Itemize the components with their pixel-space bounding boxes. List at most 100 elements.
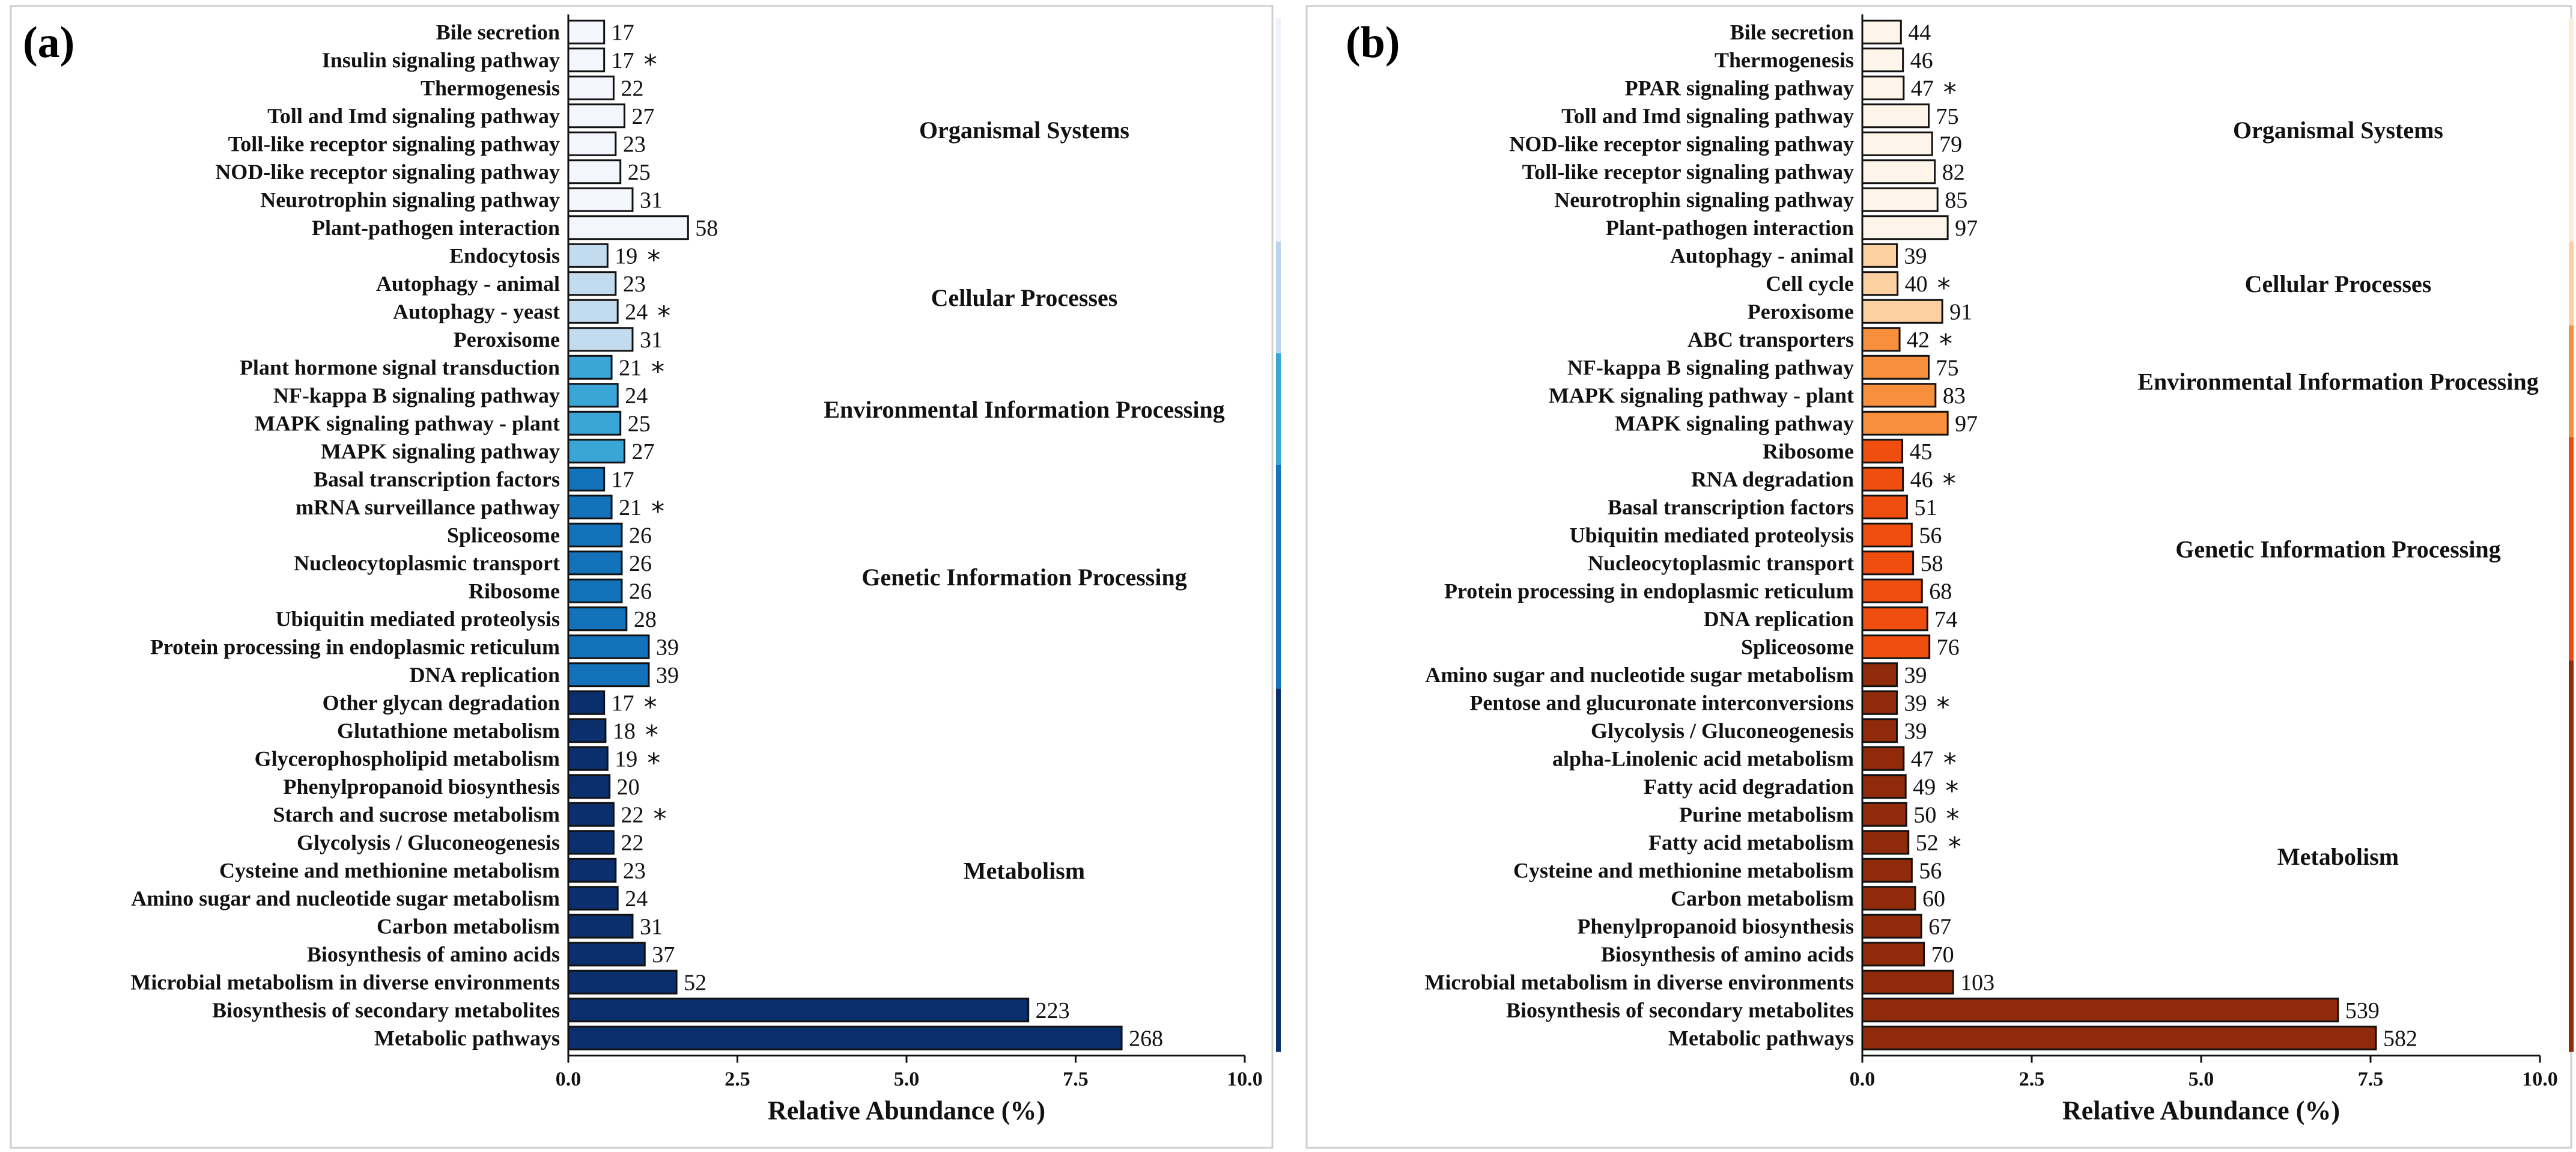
panel-b-bar	[1861, 578, 1923, 603]
panel-a-value-label: 22	[621, 802, 643, 827]
panel-b-category-label: NOD-like receptor signaling pathway	[1509, 132, 1854, 156]
panel-a-value-label: 20	[617, 775, 640, 800]
panel-b-category-label: Cell cycle	[1766, 272, 1854, 296]
panel-a-category-label: Glycerophospholipid metabolism	[255, 746, 560, 770]
panel-a-bar	[567, 327, 634, 352]
panel-b-bar	[1861, 913, 1922, 939]
panel-a-bar	[567, 606, 628, 632]
panel-b-value-label: 42	[1907, 328, 1930, 353]
panel-a-value-label: 25	[628, 160, 651, 185]
panel-b-bar	[1861, 383, 1937, 408]
panel-a-category-label: Toll and Imd signaling pathway	[267, 104, 560, 128]
panel-b-bar	[1861, 159, 1936, 184]
panel-b-bar	[1861, 522, 1913, 547]
panel-a-significance-star: *	[651, 356, 664, 387]
panel-b-category-label: Pentose and glucuronate interconversions	[1469, 690, 1854, 715]
panel-a-value-label: 31	[640, 328, 663, 353]
panel-b-x-axis-title: Relative Abundance (%)	[2062, 1096, 2340, 1126]
panel-b-group-label: Organismal Systems	[2233, 117, 2443, 144]
panel-b-x-tick-label: 10.0	[2522, 1068, 2558, 1091]
panel-b-value-label: 74	[1934, 607, 1957, 632]
panel-a-category-label: Insulin signaling pathway	[322, 48, 560, 72]
panel-a-value-label: 17	[612, 467, 634, 492]
panel-b-value-label: 50	[1913, 802, 1936, 827]
panel-b-category-label: Spliceosome	[1741, 635, 1854, 659]
panel-b-bar	[1861, 830, 1910, 855]
panel-a-category-label: Ribosome	[469, 579, 560, 603]
panel-a-bar	[567, 886, 619, 911]
panel-a-value-label: 26	[629, 579, 652, 604]
panel-b-letter: (b)	[1346, 18, 1400, 67]
panel-a-category-label: Phenylpropanoid biosynthesis	[284, 775, 560, 799]
panel-b-category-label: Glycolysis / Gluconeogenesis	[1591, 719, 1854, 743]
panel-b-bar	[1861, 466, 1904, 492]
panel-a-category-label: Cysteine and methionine metabolism	[219, 858, 560, 882]
panel-b-value-label: 39	[1904, 719, 1927, 744]
panel-a-category-label: Basal transcription factors	[314, 467, 560, 491]
panel-a-bar	[567, 774, 611, 799]
panel-a-bar	[567, 662, 650, 687]
panel-a-value-label: 17	[612, 20, 634, 45]
panel-a-value-label: 58	[695, 216, 718, 241]
panel-b-value-label: 39	[1904, 243, 1927, 269]
panel-a-group-band	[1276, 242, 1281, 353]
panel-b-significance-star: *	[1937, 273, 1951, 303]
panel-b-category-label: Neurotrophin signaling pathway	[1554, 187, 1854, 212]
panel-b-value-label: 51	[1914, 495, 1937, 520]
panel-b-bar	[1861, 746, 1905, 771]
panel-b-x-tick-label: 5.0	[2189, 1068, 2214, 1091]
panel-b-value-label: 56	[1919, 523, 1942, 548]
panel-b-value-label: 39	[1904, 663, 1927, 688]
panel-a-category-label: Endocytosis	[449, 243, 560, 267]
panel-a-category-label: Microbial metabolism in diverse environm…	[130, 970, 560, 994]
panel-b-value-label: 40	[1905, 272, 1928, 297]
panel-a-bar	[567, 913, 634, 939]
panel-a-category-label: Glutathione metabolism	[337, 719, 560, 743]
panel-b-category-label: Peroxisome	[1748, 299, 1854, 323]
panel-a-bar	[567, 19, 606, 44]
panel-b-value-label: 70	[1931, 942, 1954, 968]
panel-b-value-label: 79	[1939, 132, 1962, 157]
panel-b-value-label: 582	[2383, 1026, 2417, 1051]
panel-b-value-label: 82	[1942, 160, 1965, 185]
panel-a-bar	[567, 466, 606, 492]
panel-b-bar	[1861, 774, 1907, 799]
panel-a-category-label: Starch and sucrose metabolism	[273, 802, 560, 826]
panel-b-bar	[1861, 215, 1949, 240]
panel-b-group-band	[2569, 437, 2574, 661]
panel-b-bar	[1861, 271, 1899, 296]
panel-a-value-label: 268	[1129, 1026, 1163, 1051]
panel-b-category-label: Biosynthesis of amino acids	[1601, 942, 1854, 966]
panel-a-group-label: Genetic Information Processing	[861, 564, 1186, 591]
panel-a-value-label: 27	[631, 439, 654, 465]
panel-b-significance-star: *	[1943, 748, 1957, 778]
panel-b-category-label: ABC transporters	[1687, 328, 1854, 352]
panel-b-bar	[1861, 410, 1949, 436]
panel-a-category-label: Biosynthesis of amino acids	[307, 942, 560, 966]
panel-a-category-label: Neurotrophin signaling pathway	[260, 187, 560, 212]
panel-b-group-label: Metabolism	[2277, 843, 2399, 870]
panel-b-value-label: 60	[1922, 886, 1945, 912]
panel-b-category-label: Metabolic pathways	[1668, 1026, 1854, 1050]
panel-b-value-label: 539	[2345, 998, 2380, 1023]
panel-b-bar	[1861, 1025, 2377, 1050]
panel-a-significance-star: *	[644, 49, 657, 80]
panel-b-bar	[1861, 299, 1943, 324]
panel-a-bar	[567, 243, 609, 268]
panel-b-category-label: PPAR signaling pathway	[1625, 76, 1854, 100]
panel-b-value-label: 52	[1916, 830, 1939, 856]
panel-b-bar	[1861, 187, 1939, 212]
panel-b-category-label: Biosynthesis of secondary metabolites	[1506, 998, 1854, 1022]
panel-a-category-label: Other glycan degradation	[323, 690, 560, 715]
panel-a-significance-star: *	[653, 803, 666, 834]
panel-a-category-label: Peroxisome	[454, 328, 560, 352]
panel-a-bar	[567, 522, 623, 547]
panel-b-group-label: Cellular Processes	[2245, 270, 2432, 297]
panel-a-bar	[567, 1025, 1123, 1050]
panel-a-category-label: Plant-pathogen interaction	[312, 216, 560, 240]
panel-b-value-label: 97	[1955, 411, 1978, 436]
panel-a-category-label: Carbon metabolism	[377, 914, 560, 938]
panel-a-significance-star: *	[644, 692, 657, 722]
panel-a-category-label: MAPK signaling pathway - plant	[255, 411, 560, 435]
panel-a-value-label: 23	[623, 858, 646, 883]
